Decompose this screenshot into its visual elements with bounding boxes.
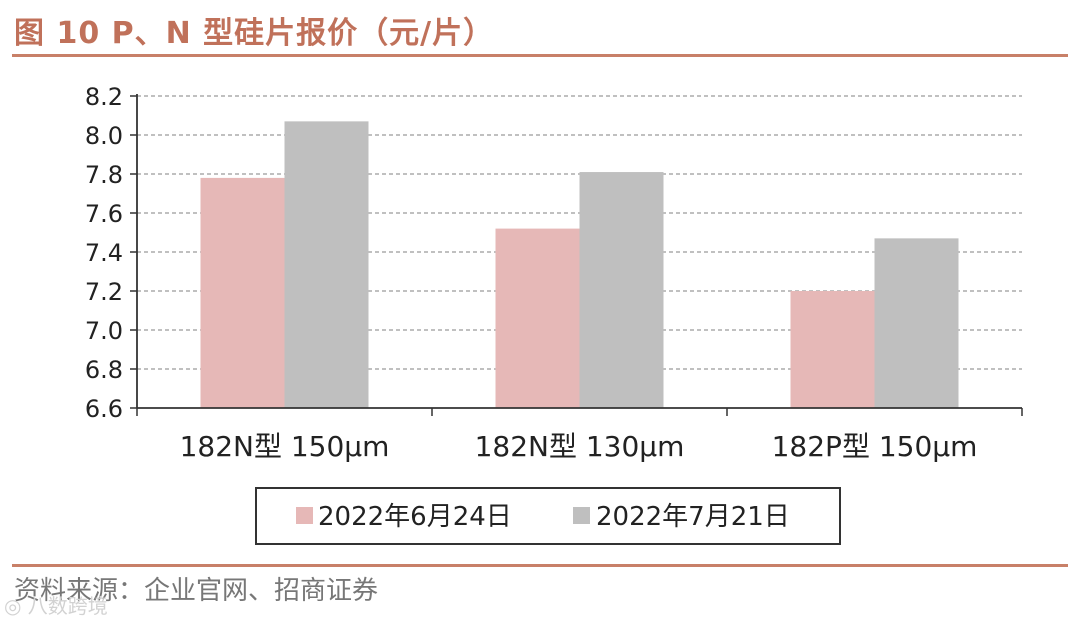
y-tick-label: 6.8 bbox=[85, 356, 123, 384]
y-tick-label: 8.2 bbox=[85, 83, 123, 111]
x-category-label: 182N型 150μm bbox=[180, 430, 390, 463]
y-tick-label: 7.6 bbox=[85, 200, 123, 228]
bar-chart: 6.6 6.8 7.0 7.2 7.4 7.6 7.8 8.0 8.2 182N型 150μm 18… bbox=[85, 83, 1023, 545]
bar bbox=[284, 121, 369, 408]
y-tick-label: 7.0 bbox=[85, 317, 123, 345]
y-tick-label: 7.2 bbox=[85, 278, 123, 306]
legend-label: 2022年7月21日 bbox=[596, 502, 790, 532]
y-tick-label: 7.8 bbox=[85, 161, 123, 189]
y-tick-label: 7.4 bbox=[85, 239, 123, 267]
bar bbox=[790, 291, 875, 408]
axes: 6.6 6.8 7.0 7.2 7.4 7.6 7.8 8.0 8.2 182N型 150μm 18… bbox=[85, 83, 1023, 463]
title-divider bbox=[12, 54, 1068, 57]
legend: 2022年6月24日 2022年7月21日 bbox=[255, 487, 841, 545]
y-tick-label: 8.0 bbox=[85, 122, 123, 150]
bar bbox=[874, 238, 959, 408]
chart-title: 图 10 P、N 型硅片报价（元/片） bbox=[14, 16, 495, 51]
watermark: ◎ 八数跨境 bbox=[4, 594, 108, 618]
legend-swatch bbox=[573, 507, 590, 524]
legend-swatch bbox=[296, 507, 313, 524]
legend-box bbox=[255, 487, 841, 545]
bars bbox=[200, 121, 959, 408]
y-tick-label: 6.6 bbox=[85, 395, 123, 423]
x-category-label: 182N型 130μm bbox=[475, 430, 685, 463]
x-category-label: 182P型 150μm bbox=[772, 430, 978, 463]
legend-label: 2022年6月24日 bbox=[318, 502, 512, 532]
bar bbox=[579, 172, 664, 408]
source-divider bbox=[12, 564, 1068, 567]
bar bbox=[200, 177, 285, 408]
bar bbox=[495, 228, 580, 408]
source-note: 资料来源：企业官网、招商证券 bbox=[14, 576, 379, 606]
